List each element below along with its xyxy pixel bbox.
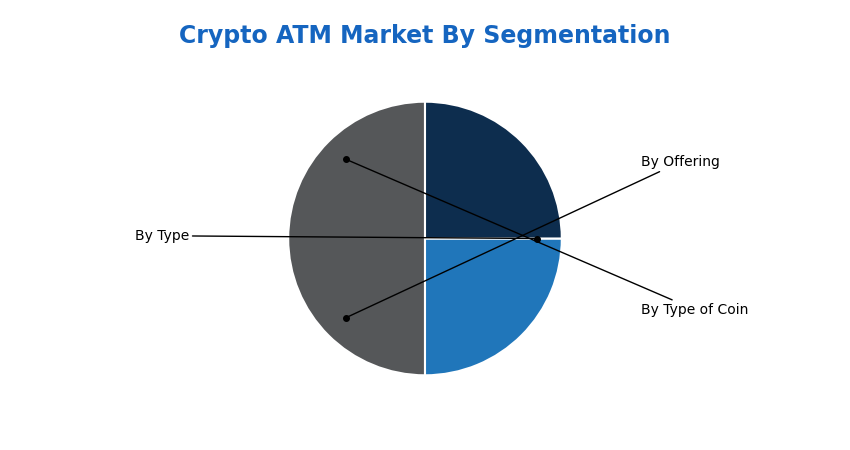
Text: ✉ sales@polarismarketresearch.com: ✉ sales@polarismarketresearch.com [320, 423, 513, 434]
Text: ☎ +1 929-297-9727 | +44-289-581-7111: ☎ +1 929-297-9727 | +44-289-581-7111 [27, 423, 245, 434]
Text: By Type of Coin: By Type of Coin [346, 159, 749, 317]
Wedge shape [425, 238, 562, 375]
Text: By Offering: By Offering [346, 155, 720, 318]
Text: © Polaris Market Research and Consulting LLP: © Polaris Market Research and Consulting… [576, 423, 818, 434]
Text: By Type: By Type [135, 229, 537, 243]
Wedge shape [288, 102, 425, 375]
Text: Crypto ATM Market By Segmentation: Crypto ATM Market By Segmentation [179, 24, 671, 48]
Wedge shape [425, 102, 562, 238]
